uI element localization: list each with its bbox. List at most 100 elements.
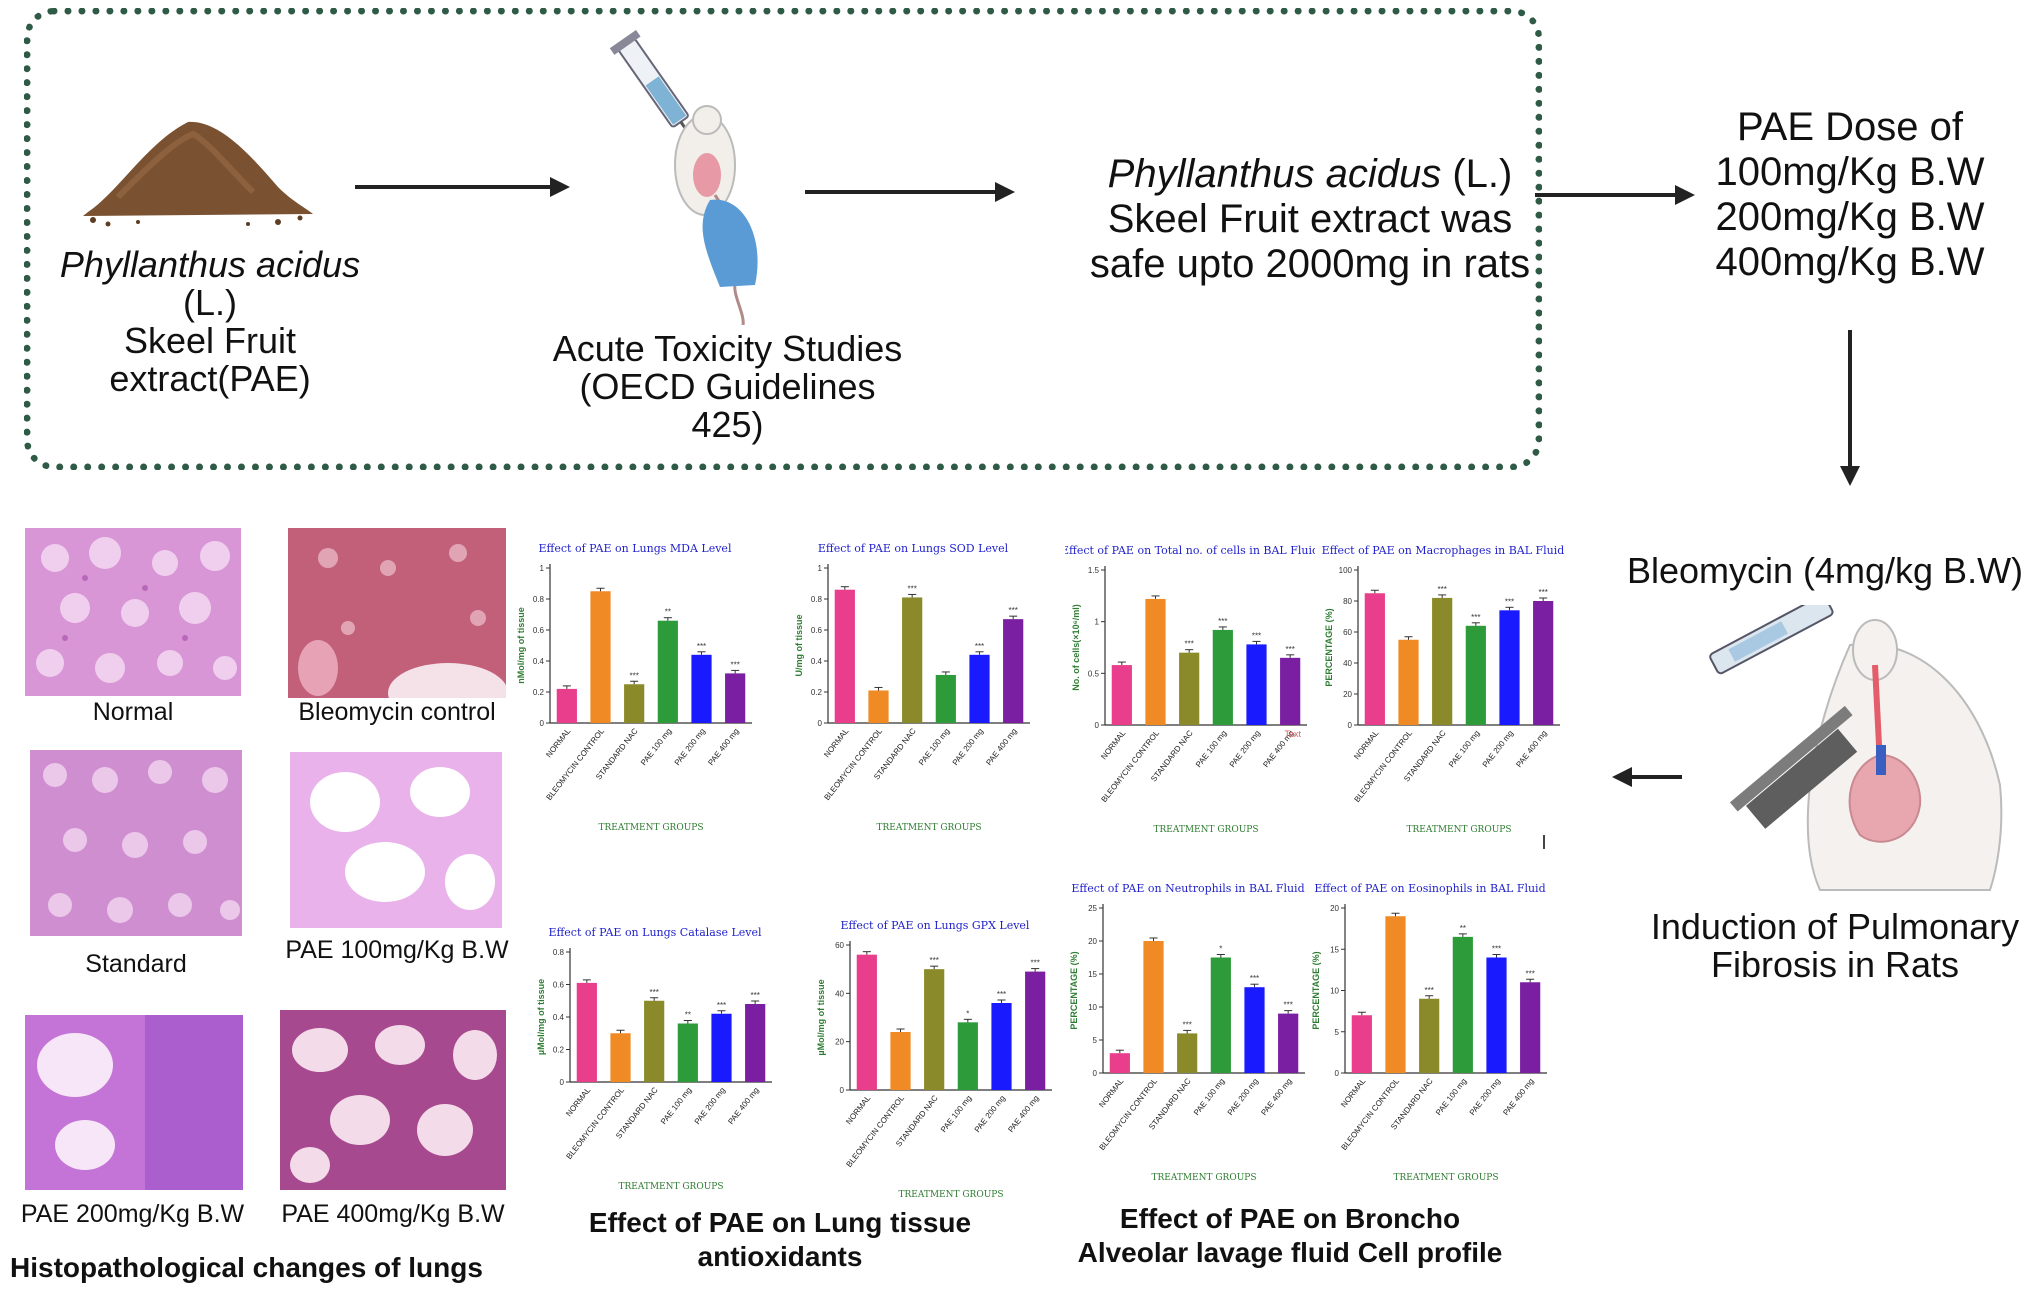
y-axis-label: PERCENTAGE (%) — [1324, 608, 1334, 686]
x-tick-label: NORMAL — [544, 726, 573, 759]
bar — [624, 684, 645, 723]
x-tick-label: PAE 400 mg — [1006, 1094, 1040, 1134]
chart-extra-text: Text — [1284, 729, 1301, 739]
y-tick-label: 0.6 — [811, 626, 823, 635]
y-axis-label: PERCENTAGE (%) — [1311, 951, 1321, 1029]
y-tick-label: 20 — [835, 1038, 844, 1047]
significance-label: *** — [750, 991, 759, 1000]
bar — [890, 1032, 911, 1090]
significance-label: *** — [1283, 1001, 1292, 1010]
significance-label: *** — [1218, 617, 1227, 626]
safety-result-label: Phyllanthus acidus (L.) Skeel Fruit extr… — [1080, 152, 1540, 287]
x-tick-label: NORMAL — [1097, 1076, 1126, 1109]
x-tick-label: PAE 100 mg — [1192, 1077, 1226, 1117]
antioxidant-title-line-1: Effect of PAE on Lung tissue — [588, 1207, 972, 1238]
histology-bleomycin-image — [288, 528, 506, 698]
x-tick-label: PAE 100 mg — [939, 1094, 973, 1134]
y-tick-label: 0.6 — [533, 626, 545, 635]
x-axis-label: TREATMENT GROUPS — [598, 823, 703, 833]
chart-gpx: Effect of PAE on Lungs GPX Level 0 20 40 60 µ… — [810, 915, 1060, 1205]
x-tick-label: NORMAL — [822, 726, 851, 759]
chart-title: Effect of PAE on Neutrophils in BAL Flui… — [1071, 882, 1304, 895]
y-tick-label: 80 — [1343, 597, 1352, 606]
x-tick-label: PAE 200 mg — [673, 727, 707, 767]
significance-label: *** — [697, 642, 706, 651]
significance-label: *** — [1250, 974, 1259, 983]
significance-label: *** — [1505, 597, 1514, 606]
arrow-down-icon — [1840, 330, 1860, 486]
chart-sod-svg: Effect of PAE on Lungs SOD Level 0 0.2 0.4 0… — [794, 542, 1030, 833]
bar — [657, 620, 678, 723]
histology-label: PAE 100mg/Kg B.W — [285, 936, 509, 964]
significance-label: *** — [1252, 631, 1261, 640]
chart-eosinophils-svg: Effect of PAE on Eosinophils in BAL Flui… — [1311, 882, 1547, 1183]
induction-line-1: Induction of Pulmonary — [1650, 906, 2020, 947]
bar — [1244, 987, 1265, 1073]
histology-standard-image — [30, 750, 242, 936]
significance-label: *** — [629, 671, 638, 680]
y-tick-label: 0.2 — [553, 1046, 565, 1055]
x-axis-label: TREATMENT GROUPS — [1153, 825, 1258, 835]
significance-label: *** — [907, 584, 916, 593]
bar — [868, 690, 889, 723]
histology-label: PAE 400mg/Kg B.W — [281, 1200, 505, 1228]
toxicity-title: Acute Toxicity Studies — [552, 328, 903, 369]
bar — [1025, 971, 1046, 1090]
bar — [834, 589, 855, 723]
bar — [1499, 610, 1520, 725]
bar — [1177, 1033, 1198, 1073]
bar — [1432, 597, 1453, 725]
arrow-right-icon — [805, 182, 1015, 202]
antioxidant-title-line-2: antioxidants — [697, 1241, 863, 1272]
x-tick-label: BLEOMYCIN CONTROL — [845, 1093, 907, 1169]
x-tick-label: PAE 100 mg — [917, 727, 951, 767]
significance-label: *** — [1184, 640, 1193, 649]
y-tick-label: 20 — [1343, 690, 1352, 699]
x-tick-label: NORMAL — [1339, 1076, 1368, 1109]
y-tick-label: 0.4 — [553, 1013, 565, 1022]
significance-label: *** — [1471, 613, 1480, 622]
x-tick-label: PAE 100 mg — [659, 1086, 693, 1126]
bar — [1364, 593, 1385, 725]
bar — [1398, 639, 1419, 725]
x-axis-label: TREATMENT GROUPS — [1393, 1173, 1498, 1183]
y-tick-label: 0.2 — [533, 688, 545, 697]
chart-title: Effect of PAE on Total no. of cells in B… — [1065, 544, 1315, 557]
rat-intubation-icon — [1709, 605, 2003, 891]
divider — [1543, 835, 1545, 849]
bar — [1520, 982, 1541, 1073]
bar — [644, 1000, 665, 1082]
y-tick-label: 1 — [540, 564, 545, 573]
chart-catalase: Effect of PAE on Lungs Catalase Level 0 0.… — [530, 922, 780, 1197]
histology-pae200-image — [25, 1015, 243, 1190]
bar — [1111, 665, 1132, 725]
chart-eosinophils: Effect of PAE on Eosinophils in BAL Flui… — [1305, 878, 1555, 1188]
arrow-right-icon — [1535, 185, 1695, 205]
x-tick-label: BLEOMYCIN CONTROL — [1098, 1076, 1160, 1152]
significance-label: *** — [1008, 606, 1017, 615]
significance-label: *** — [1525, 969, 1534, 978]
x-tick-label: NORMAL — [1099, 728, 1128, 761]
chart-mda: Effect of PAE on Lungs MDA Level 0 0.2 0.4 0… — [510, 538, 760, 838]
significance-label: ** — [1460, 924, 1466, 933]
y-tick-label: 0.4 — [811, 657, 823, 666]
safety-author: (L.) — [1441, 152, 1513, 196]
x-tick-label: PAE 400 mg — [1259, 1077, 1293, 1117]
chart-total-cells-svg: Effect of PAE on Total no. of cells in B… — [1065, 544, 1315, 835]
histology-normal-image — [25, 528, 241, 696]
histology-label: Bleomycin control — [298, 698, 496, 726]
source-author: (L.) — [183, 282, 237, 323]
y-tick-label: 0.6 — [553, 981, 565, 990]
x-tick-label: BLEOMYCIN CONTROL — [823, 726, 885, 802]
bar — [1465, 625, 1486, 725]
y-tick-label: 1 — [818, 564, 823, 573]
significance-label: ** — [665, 608, 671, 617]
bar — [590, 591, 611, 723]
x-tick-label: PAE 100 mg — [1434, 1077, 1468, 1117]
significance-label: *** — [1492, 945, 1501, 954]
bar — [1179, 652, 1200, 725]
significance-label: *** — [975, 642, 984, 651]
chart-title: Effect of PAE on Lungs Catalase Level — [548, 926, 762, 939]
y-tick-label: 10 — [1330, 987, 1339, 996]
arrow-right-icon — [355, 177, 570, 197]
